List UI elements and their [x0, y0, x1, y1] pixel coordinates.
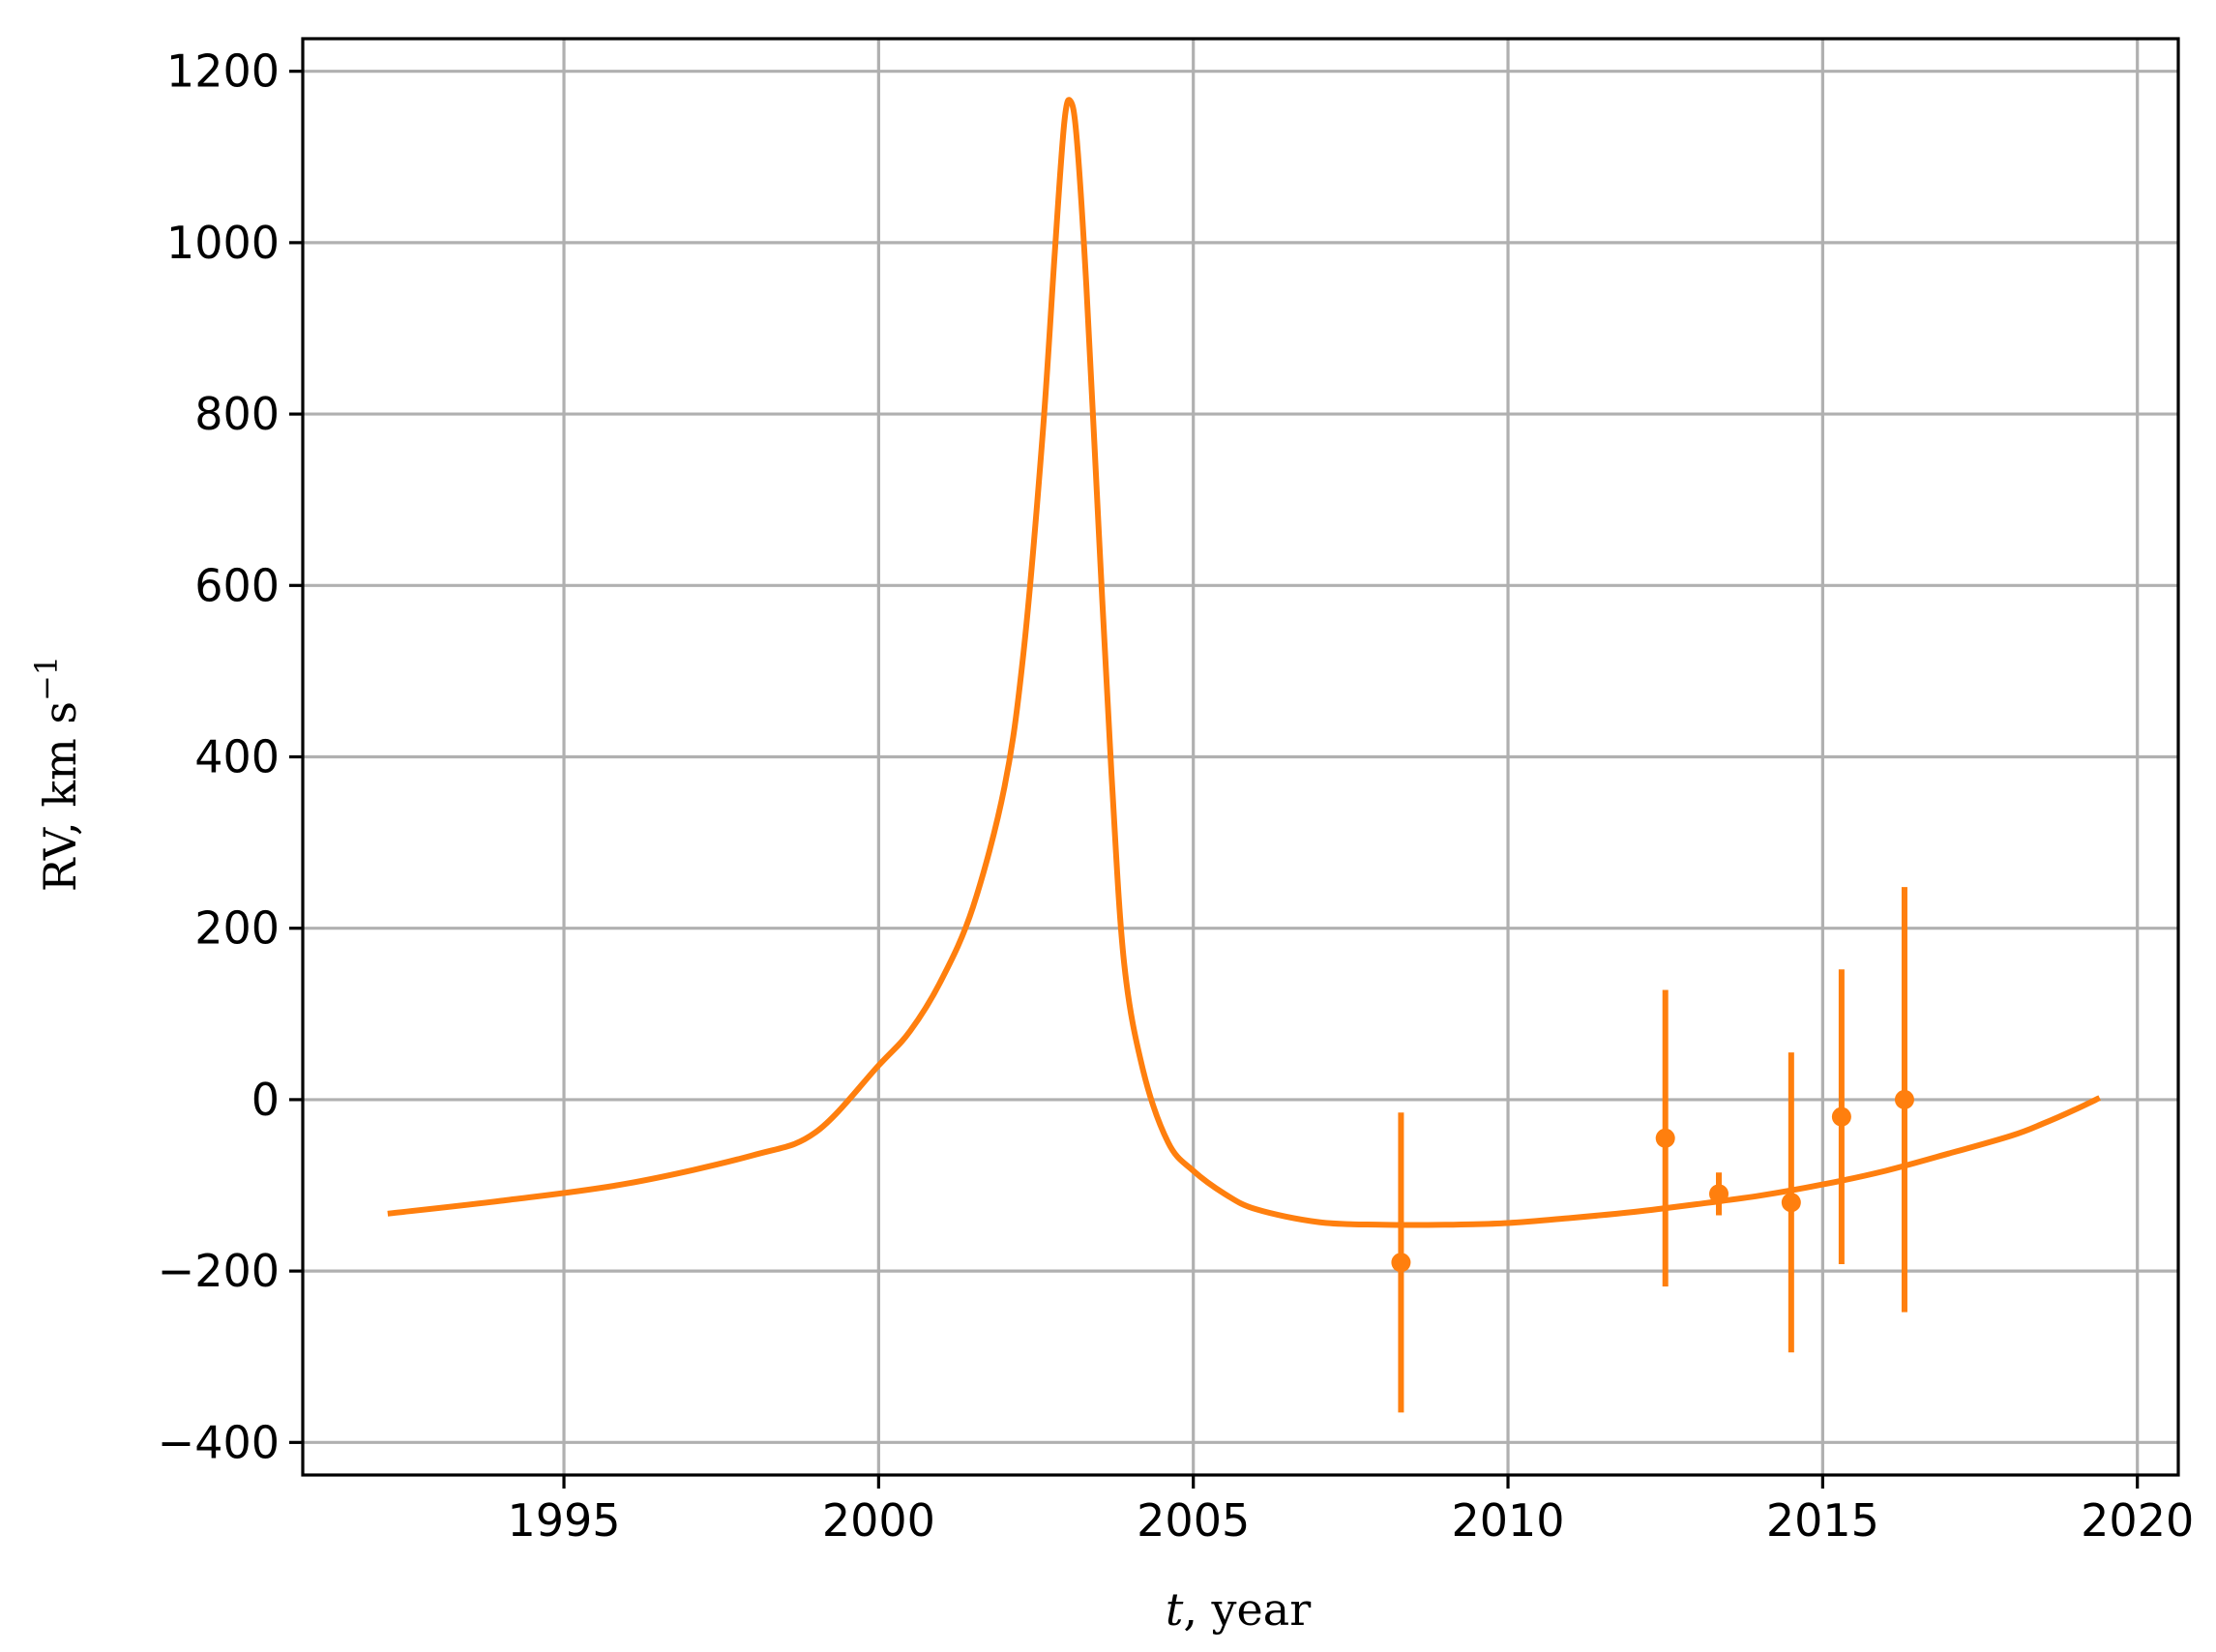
data-point: [1894, 1089, 1914, 1109]
y-tick-label: 0: [251, 1074, 280, 1126]
y-axis-label-superscript: −1: [28, 656, 65, 701]
grid: [303, 39, 2178, 1475]
y-tick-label: −400: [158, 1416, 280, 1468]
x-axis-label-variable: t: [1166, 1583, 1184, 1636]
x-tick-label: 2005: [1137, 1494, 1250, 1547]
model-curve: [387, 97, 2101, 1228]
y-tick-label: 800: [194, 388, 280, 440]
plot-area: [387, 97, 2101, 1413]
y-axis-label: RV, km s−1: [28, 656, 86, 892]
y-axis-label-text: RV, km s: [34, 701, 86, 892]
data-point: [1391, 1253, 1411, 1273]
y-tick-label: 200: [194, 902, 280, 955]
y-tick-label: −200: [158, 1245, 280, 1297]
x-tick-label: 2010: [1451, 1494, 1564, 1547]
x-axis-label-rest: , year: [1183, 1583, 1311, 1636]
data-point: [1655, 1128, 1675, 1148]
data-point: [1781, 1193, 1801, 1213]
ticks: 1995 2000 2005 2010 2015 2020 −400 −200 0 200 400 6…: [158, 45, 2195, 1547]
y-tick-label: 1000: [166, 217, 280, 269]
x-tick-label: 2000: [822, 1494, 935, 1547]
x-axis-label: t, year: [1166, 1583, 1311, 1636]
x-tick-label: 1995: [507, 1494, 620, 1547]
y-tick-label: 1200: [166, 45, 280, 98]
x-tick-label: 2020: [2081, 1494, 2194, 1547]
x-tick-label: 2015: [1766, 1494, 1879, 1547]
y-tick-label: 400: [194, 731, 280, 783]
y-tick-label: 600: [194, 559, 280, 611]
data-point: [1831, 1106, 1851, 1127]
data-point: [1709, 1184, 1729, 1204]
